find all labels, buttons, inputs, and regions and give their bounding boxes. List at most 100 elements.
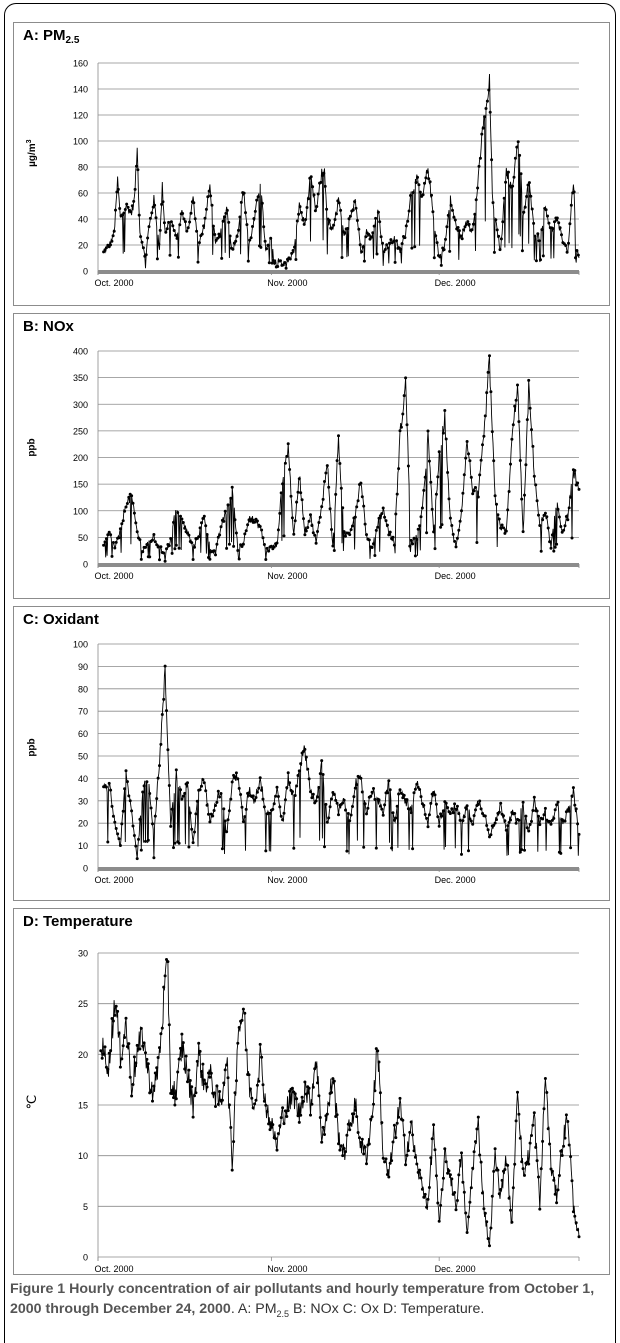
data-point: [537, 814, 540, 818]
data-point: [351, 208, 355, 212]
data-point: [299, 491, 303, 495]
data-point: [320, 1140, 324, 1144]
data-point: [163, 664, 167, 668]
data-point: [292, 846, 296, 850]
data-point: [278, 511, 282, 515]
data-point: [407, 209, 411, 213]
data-point: [158, 558, 161, 562]
data-point: [495, 818, 498, 822]
data-point: [514, 398, 518, 402]
data-point: [295, 500, 299, 504]
data-point: [453, 218, 457, 222]
data-point: [530, 1134, 533, 1137]
caption-rest: . A: PM: [230, 1301, 277, 1317]
data-point: [196, 260, 200, 264]
data-point: [391, 811, 395, 815]
data-point: [318, 1116, 322, 1119]
data-point: [212, 1091, 216, 1095]
data-point: [271, 807, 275, 811]
data-point: [190, 541, 194, 545]
data-point: [510, 437, 514, 441]
data-point: [458, 818, 462, 822]
data-point: [360, 495, 364, 499]
data-point: [186, 781, 189, 785]
data-point: [406, 1149, 410, 1153]
data-point: [251, 794, 255, 798]
data-point: [534, 259, 538, 263]
data-point: [415, 538, 419, 541]
data-point: [349, 1122, 353, 1126]
data-point: [331, 544, 335, 548]
data-point: [178, 223, 182, 227]
data-point: [183, 791, 187, 795]
data-point: [434, 1174, 438, 1178]
data-point: [564, 244, 568, 247]
data-point: [113, 1013, 117, 1017]
data-point: [195, 1059, 199, 1063]
data-point: [110, 554, 114, 558]
y-tick-label: 100: [73, 640, 88, 650]
data-point: [276, 265, 280, 268]
data-point: [535, 809, 539, 813]
data-point: [499, 1188, 503, 1191]
data-point: [145, 780, 149, 784]
data-point: [458, 1159, 462, 1162]
data-point: [372, 224, 376, 228]
data-point: [314, 1065, 318, 1069]
data-point: [469, 1186, 473, 1190]
data-point: [173, 1103, 177, 1107]
data-point: [313, 209, 317, 213]
data-point: [177, 546, 181, 550]
data-point: [283, 261, 287, 265]
data-point: [434, 234, 438, 238]
data-point: [516, 1090, 519, 1094]
data-point: [457, 229, 461, 233]
data-point: [226, 1076, 230, 1080]
data-point: [353, 1108, 357, 1112]
data-point: [492, 823, 496, 827]
data-point: [222, 519, 226, 523]
data-point: [481, 126, 485, 130]
data-point: [338, 462, 342, 465]
data-point: [104, 785, 108, 789]
data-point: [557, 221, 561, 225]
data-point: [520, 848, 524, 852]
data-point: [288, 468, 292, 471]
data-point: [298, 205, 302, 209]
data-point: [523, 493, 526, 497]
series-line: [103, 73, 580, 269]
data-point: [191, 558, 195, 561]
data-point: [153, 814, 157, 818]
data-point: [120, 822, 124, 826]
data-point: [138, 817, 142, 821]
data-point: [510, 1220, 514, 1224]
data-point: [425, 816, 429, 820]
data-point: [455, 1199, 459, 1202]
y-tick-label: 5: [83, 1202, 88, 1212]
data-point: [436, 815, 440, 819]
data-point: [305, 206, 309, 209]
data-point: [573, 469, 577, 472]
data-point: [466, 220, 470, 224]
data-point: [402, 1133, 406, 1137]
data-point: [236, 549, 240, 552]
data-point: [312, 193, 316, 197]
data-point: [351, 524, 354, 528]
data-point: [177, 841, 181, 845]
data-point: [169, 824, 173, 828]
data-point: [430, 507, 434, 511]
data-point: [348, 819, 352, 823]
data-point: [486, 828, 490, 832]
data-point: [285, 1115, 289, 1118]
data-point: [218, 234, 222, 238]
data-point: [151, 538, 154, 542]
data-point: [255, 198, 259, 202]
data-point: [356, 1131, 360, 1134]
data-point: [325, 464, 329, 468]
data-point: [398, 788, 402, 792]
data-point: [160, 202, 164, 206]
data-point: [232, 1140, 236, 1144]
data-point: [319, 180, 323, 184]
data-point: [538, 1207, 542, 1211]
data-point: [480, 132, 484, 136]
